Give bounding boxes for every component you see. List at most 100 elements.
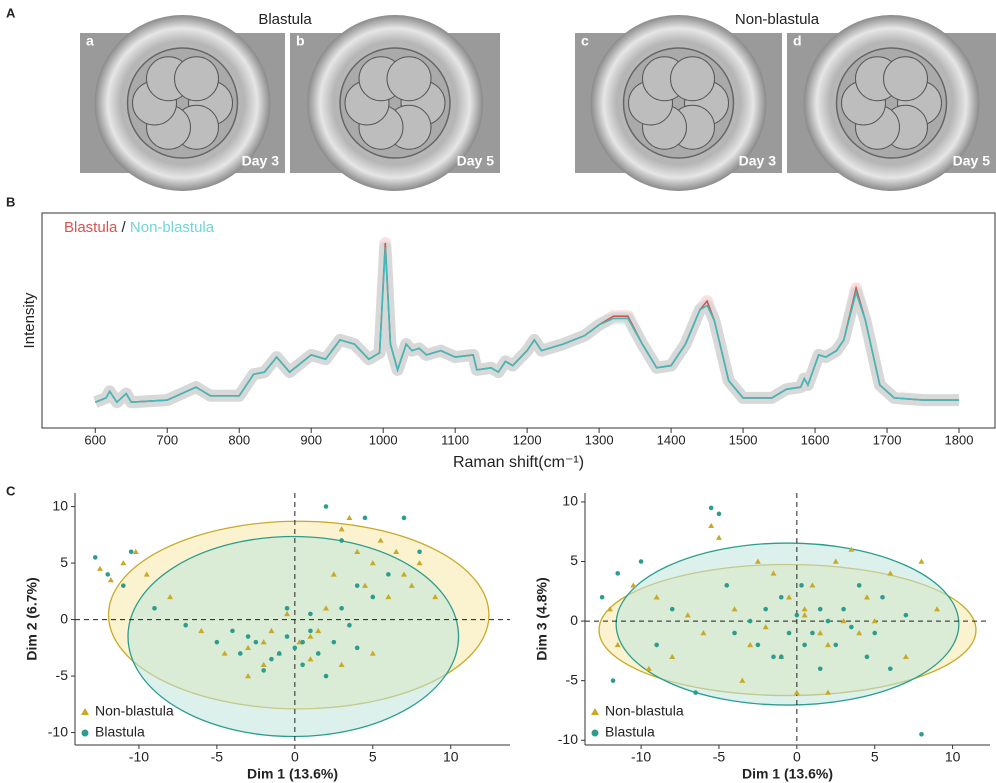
y-tick-label: 5	[570, 552, 578, 568]
point	[801, 606, 808, 612]
y-tick-label: 5	[60, 554, 68, 570]
y-tick-label: -5	[56, 667, 69, 683]
legend-entry: /	[122, 219, 127, 236]
point	[918, 558, 925, 564]
image-letter: b	[296, 33, 305, 49]
image-letter: c	[581, 33, 589, 49]
point	[606, 606, 613, 612]
legend-entry: Blastula	[64, 219, 118, 236]
point	[856, 630, 863, 636]
point	[856, 583, 862, 588]
x-tick-label: 1500	[729, 432, 758, 447]
x-tick-label: 1400	[657, 432, 686, 447]
point	[747, 641, 754, 648]
point	[731, 606, 738, 612]
image-day: Day 5	[457, 153, 495, 169]
point	[810, 630, 815, 636]
image-letter: d	[793, 33, 802, 49]
point	[354, 583, 360, 588]
point	[323, 605, 330, 611]
point	[292, 645, 298, 651]
point	[385, 593, 392, 600]
point	[120, 560, 127, 566]
point	[362, 582, 368, 588]
x-axis-label: Dim 1 (13.6%)	[247, 766, 338, 782]
point	[214, 639, 220, 645]
point	[669, 653, 676, 660]
point	[354, 548, 361, 554]
point	[693, 690, 698, 695]
point	[96, 565, 103, 571]
point	[615, 571, 621, 576]
legend-entry: Non-blastula	[95, 703, 174, 719]
point	[269, 656, 274, 662]
panel-letter: B	[6, 194, 15, 209]
spectrum-line	[95, 243, 959, 404]
point	[848, 546, 855, 552]
point	[132, 548, 139, 554]
x-tick-label: 700	[156, 432, 178, 447]
point	[121, 583, 126, 588]
point	[864, 654, 870, 660]
x-tick-label: 1800	[945, 432, 974, 447]
point	[401, 515, 407, 521]
legend: Blastula / Non-blastula	[64, 219, 215, 236]
point	[630, 582, 637, 588]
point	[107, 577, 114, 583]
point	[237, 651, 243, 656]
point	[754, 558, 761, 564]
y-axis-label: Intensity	[21, 292, 38, 348]
point	[849, 624, 854, 630]
point	[408, 582, 415, 588]
y-tick-label: 0	[570, 612, 578, 628]
y-tick-label: -10	[558, 731, 578, 747]
x-tick-label: 600	[84, 432, 106, 447]
image-letter: a	[86, 33, 94, 49]
x-tick-label: 0	[793, 749, 801, 765]
point	[747, 618, 753, 624]
point	[400, 571, 407, 577]
point	[802, 642, 807, 648]
point	[377, 537, 384, 543]
point	[809, 582, 816, 588]
panel-letter: C	[6, 483, 16, 498]
y-axis-label: Dim 2 (6.7%)	[24, 577, 40, 660]
x-tick-label: 900	[300, 432, 322, 447]
embryo-image: a Day 3	[80, 15, 285, 191]
point	[245, 634, 251, 639]
point	[323, 673, 329, 679]
point	[919, 731, 924, 737]
point	[331, 639, 337, 645]
point	[369, 560, 376, 566]
point	[260, 661, 267, 667]
image-day: Day 3	[242, 153, 280, 169]
point	[276, 651, 282, 656]
point	[645, 665, 652, 671]
x-tick-label: 1600	[801, 432, 830, 447]
point	[801, 612, 808, 618]
point	[393, 548, 400, 554]
legend-entry: Non-blastula	[130, 219, 215, 236]
x-tick-label: -10	[631, 749, 651, 765]
point	[770, 570, 777, 576]
point	[284, 605, 290, 611]
legend-marker	[81, 729, 89, 737]
sd-band	[93, 241, 959, 409]
panel-letter: A	[6, 5, 16, 20]
x-axis-label: Dim 1 (13.6%)	[742, 766, 833, 782]
x-tick-label: 10	[945, 749, 961, 765]
point	[308, 628, 313, 634]
point	[143, 571, 150, 577]
point	[369, 650, 376, 656]
point	[903, 612, 909, 618]
point	[902, 653, 909, 660]
point	[793, 689, 800, 695]
point	[700, 630, 707, 636]
point	[308, 611, 313, 617]
point	[245, 644, 252, 651]
x-axis-label: Raman shift(cm⁻¹)	[453, 454, 584, 471]
point	[778, 594, 784, 600]
cell	[386, 56, 432, 102]
embryo-image: c Day 3	[575, 15, 782, 191]
legend-marker	[591, 729, 599, 737]
